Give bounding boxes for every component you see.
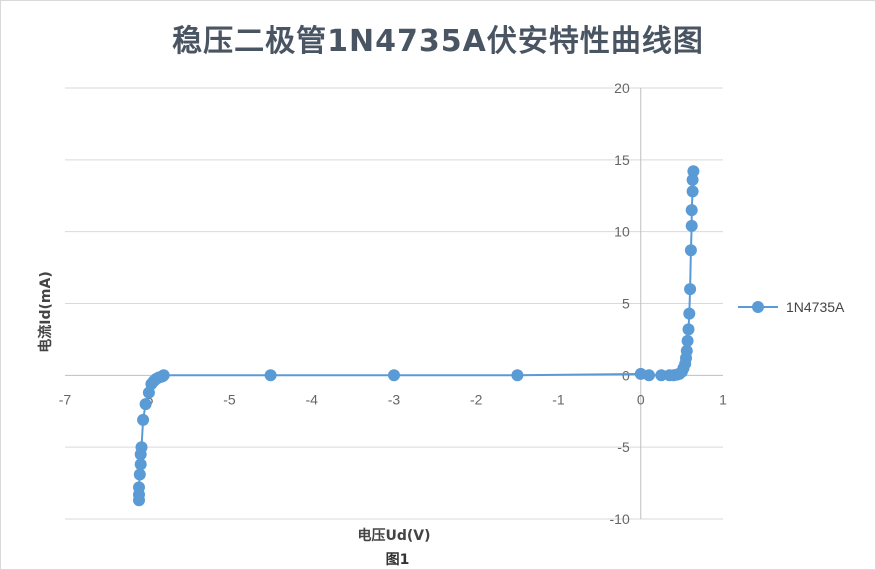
data-point	[139, 398, 152, 411]
data-point	[680, 344, 693, 357]
data-point	[686, 173, 699, 186]
data-point	[133, 468, 146, 481]
x-tick-label: 0	[637, 391, 645, 407]
series-layer	[133, 165, 700, 507]
y-tick-label: -10	[610, 511, 630, 527]
data-point	[264, 369, 277, 382]
data-point	[685, 219, 698, 232]
data-point	[684, 283, 697, 296]
data-point	[135, 441, 148, 454]
data-point	[681, 334, 694, 347]
legend[interactable]: 1N4735A	[738, 299, 845, 315]
x-tick-label: -4	[306, 391, 319, 407]
data-point	[134, 458, 147, 471]
data-point	[684, 244, 697, 257]
x-axis-label: 电压Ud(V)	[357, 527, 430, 544]
data-point	[511, 369, 524, 382]
y-tick-label: 10	[614, 224, 630, 240]
x-tick-label: -7	[59, 391, 72, 407]
data-point	[157, 369, 170, 382]
y-tick-label: 15	[614, 152, 630, 168]
figure-caption: 图1	[385, 552, 410, 568]
data-point	[685, 204, 698, 217]
x-tick-label: -1	[552, 391, 565, 407]
data-point	[137, 413, 150, 426]
x-tick-label: -3	[388, 391, 401, 407]
x-tick-label: -5	[223, 391, 236, 407]
x-tick-label: 1	[719, 391, 727, 407]
y-tick-label: 5	[622, 296, 630, 312]
data-point	[388, 369, 400, 382]
data-point	[643, 369, 655, 382]
y-tick-label: 20	[614, 80, 630, 96]
chart-title: 稳压二极管1N4735A伏安特性曲线图	[172, 24, 704, 59]
series-line	[138, 171, 695, 501]
gridlines	[65, 87, 723, 520]
data-point	[655, 369, 668, 382]
y-tick-label: 0	[622, 367, 630, 383]
data-point	[133, 481, 145, 494]
y-tick-label: -5	[617, 439, 630, 455]
y-axis-label: 电流Id(mA)	[37, 271, 54, 352]
data-point	[686, 185, 699, 198]
data-point	[683, 307, 696, 320]
legend-label: 1N4735A	[786, 299, 845, 315]
x-tick-label: -2	[470, 391, 483, 407]
legend-marker	[752, 301, 764, 313]
data-point	[682, 323, 695, 336]
data-point	[687, 165, 700, 178]
